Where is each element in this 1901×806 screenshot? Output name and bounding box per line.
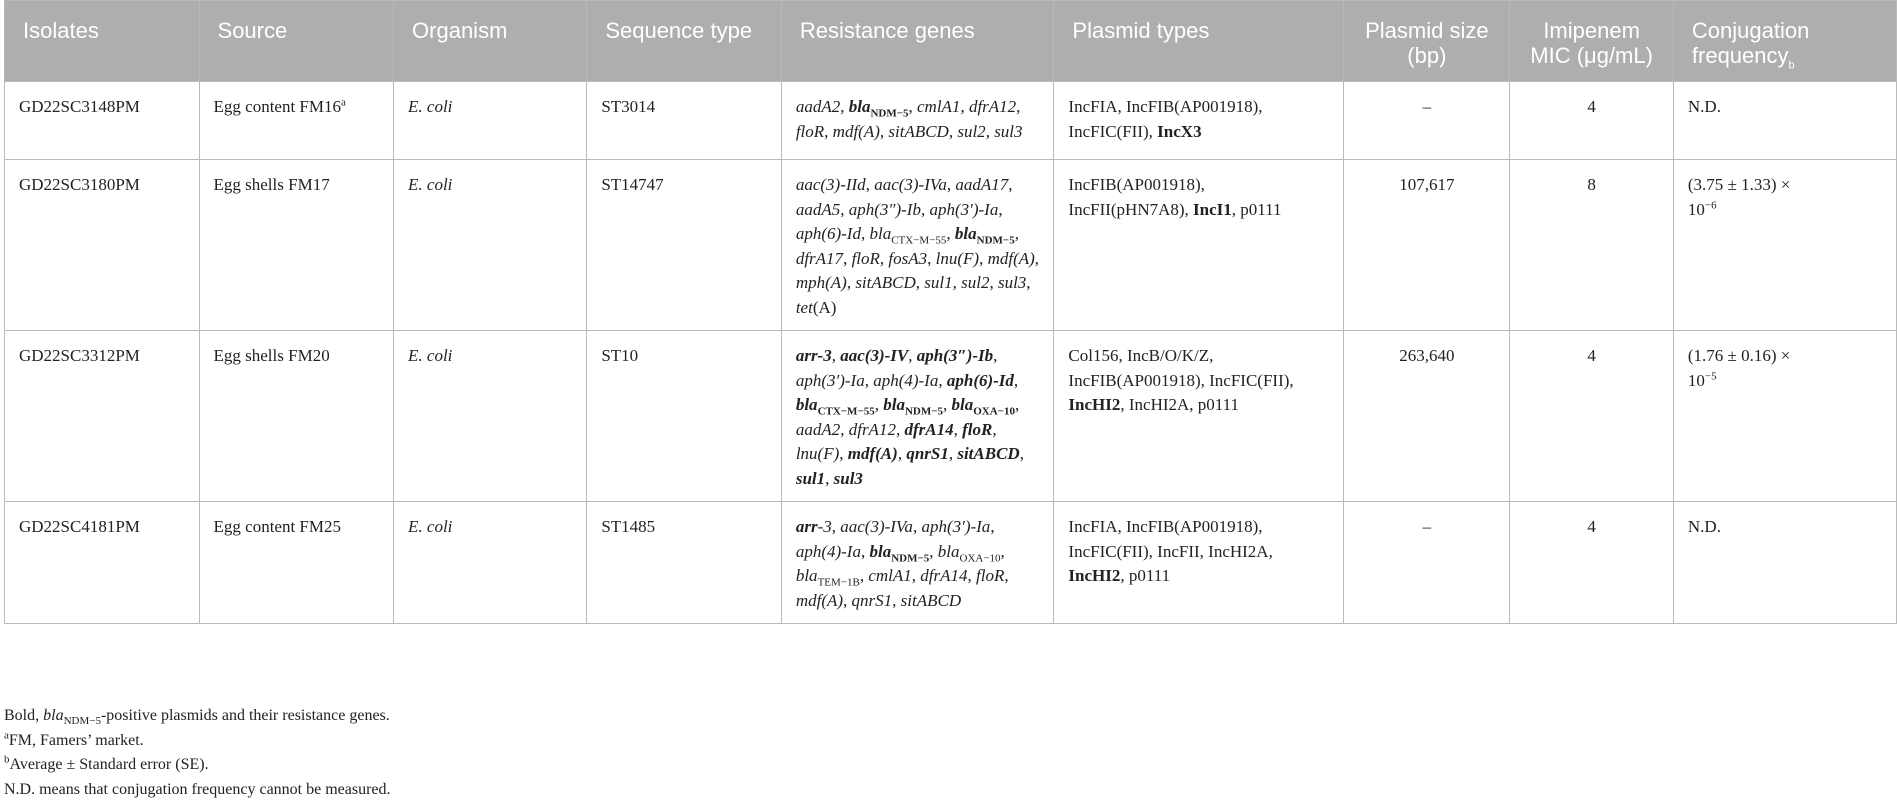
table-row: GD22SC4181PM Egg content FM25 E. coli ST… [4, 501, 1898, 624]
cell-plasmid-types: Col156, IncB/O/K/Z, IncFIB(AP001918), In… [1053, 330, 1345, 502]
header-plasmid-types: Plasmid types [1053, 0, 1345, 82]
cell-imipenem-mic: 4 [1509, 501, 1674, 624]
cell-plasmid-size: 263,640 [1343, 330, 1511, 502]
header-resistance-genes: Resistance genes [780, 0, 1055, 82]
header-organism: Organism [393, 0, 588, 82]
cell-plasmid-size: 107,617 [1343, 159, 1511, 331]
cell-source: Egg shells FM20 [198, 330, 395, 502]
header-sequence-type: Sequence type [586, 0, 782, 82]
cell-conjugation-frequency: N.D. [1672, 501, 1898, 624]
cell-sequence-type: ST14747 [586, 159, 782, 331]
cell-plasmid-types: IncFIB(AP001918), IncFII(pHN7A8), IncI1,… [1053, 159, 1345, 331]
cell-organism: E. coli [393, 159, 588, 331]
cell-resistance-genes: arr-3, aac(3)-IVa, aph(3′)-Ia, aph(4)-Ia… [780, 501, 1055, 624]
cell-imipenem-mic: 4 [1509, 330, 1674, 502]
cell-isolate: GD22SC3180PM [4, 159, 200, 331]
cell-conjugation-frequency: (1.76 ± 0.16) × 10−5 [1672, 330, 1898, 502]
table-row: GD22SC3312PM Egg shells FM20 E. coli ST1… [4, 330, 1898, 502]
cell-resistance-genes: aadA2, blaNDM−5, cmlA1, dfrA12, floR, md… [780, 81, 1055, 160]
cell-organism: E. coli [393, 330, 588, 502]
cell-source: Egg content FM25 [198, 501, 395, 624]
cell-imipenem-mic: 4 [1509, 81, 1674, 160]
header-row: Isolates Source Organism Sequence type R… [4, 0, 1898, 82]
cell-isolate: GD22SC3312PM [4, 330, 200, 502]
cell-source: Egg content FM16a [198, 81, 395, 160]
cell-conjugation-frequency: N.D. [1672, 81, 1898, 160]
table-row: GD22SC3180PM Egg shells FM17 E. coli ST1… [4, 159, 1898, 331]
cell-isolate: GD22SC4181PM [4, 501, 200, 624]
cell-resistance-genes: aac(3)-IId, aac(3)-IVa, aadA17, aadA5, a… [780, 159, 1055, 331]
cell-conjugation-frequency: (3.75 ± 1.33) × 10−6 [1672, 159, 1898, 331]
table-row: GD22SC3148PM Egg content FM16a E. coli S… [4, 81, 1898, 160]
footnote-a-mark: a [341, 96, 346, 109]
cell-plasmid-types: IncFIA, IncFIB(AP001918), IncFIC(FII), I… [1053, 501, 1345, 624]
footnote-nd: N.D. means that conjugation frequency ca… [4, 780, 391, 798]
cell-imipenem-mic: 8 [1509, 159, 1674, 331]
cell-source: Egg shells FM17 [198, 159, 395, 331]
footnote-bold: Bold, blaNDM−5-positive plasmids and the… [4, 707, 390, 728]
cell-plasmid-types: IncFIA, IncFIB(AP001918), IncFIC(FII), I… [1053, 81, 1345, 160]
cell-sequence-type: ST10 [586, 330, 782, 502]
cell-resistance-genes: arr-3, aac(3)-IV, aph(3″)-Ib, aph(3′)-Ia… [780, 330, 1055, 502]
cell-sequence-type: ST1485 [586, 501, 782, 624]
table-header: Isolates Source Organism Sequence type R… [4, 0, 1898, 82]
cell-plasmid-size: – [1343, 81, 1511, 160]
footnote-b-mark: b [1788, 59, 1795, 72]
header-source: Source [198, 0, 395, 82]
footnote-a: aFM, Famers’ market. [4, 729, 144, 749]
footnote-b: bAverage ± Standard error (SE). [4, 753, 209, 773]
cell-organism: E. coli [393, 81, 588, 160]
cell-organism: E. coli [393, 501, 588, 624]
cell-plasmid-size: – [1343, 501, 1511, 624]
header-imipenem-mic: Imipenem MIC (μg/mL) [1509, 0, 1674, 82]
table-footnotes: Bold, blaNDM−5-positive plasmids and the… [4, 704, 391, 802]
header-plasmid-size: Plasmid size (bp) [1343, 0, 1511, 82]
cell-sequence-type: ST3014 [586, 81, 782, 160]
resistance-table: Isolates Source Organism Sequence type R… [4, 0, 1898, 624]
cell-isolate: GD22SC3148PM [4, 81, 200, 160]
header-conjugation-frequency: Conjugation frequencyb [1672, 0, 1898, 82]
header-isolates: Isolates [4, 0, 200, 82]
